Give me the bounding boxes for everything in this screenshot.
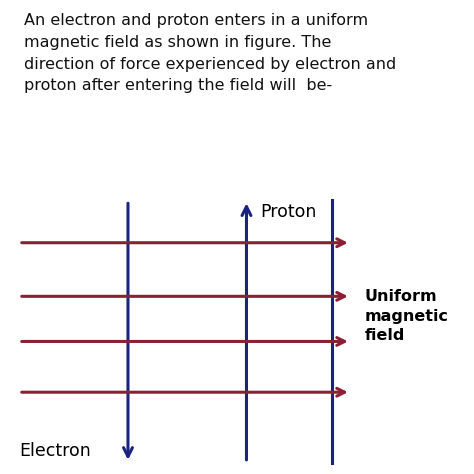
Text: Uniform
magnetic
field: Uniform magnetic field <box>365 289 449 343</box>
Text: An electron and proton enters in a uniform
magnetic field as shown in figure. Th: An electron and proton enters in a unifo… <box>24 13 396 93</box>
Text: Electron: Electron <box>19 442 91 460</box>
Text: Proton: Proton <box>261 203 317 221</box>
